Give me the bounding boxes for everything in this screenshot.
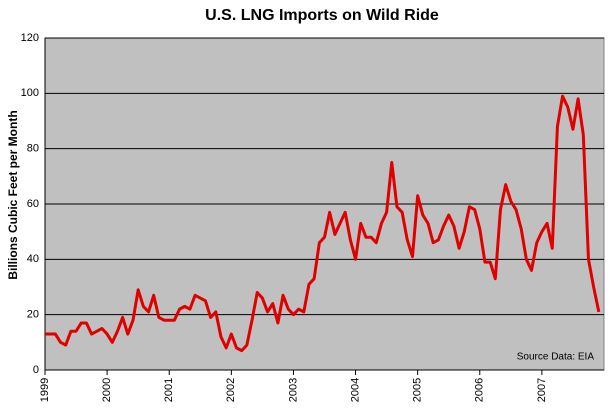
y-axis-label: Billions Cubic Feet per Month	[6, 110, 20, 279]
x-tick-label: 2000	[101, 378, 113, 402]
y-tick-label: 80	[27, 143, 39, 155]
annotation: Source Data: EIA	[517, 352, 595, 363]
y-tick-label: 60	[27, 198, 39, 210]
y-tick-label: 120	[21, 32, 39, 44]
y-tick-label: 40	[27, 253, 39, 265]
x-tick-label: 2003	[287, 378, 299, 402]
data-line	[45, 94, 601, 353]
y-tick-label: 100	[21, 87, 39, 99]
x-tick-label: 2002	[225, 378, 237, 402]
y-tick-label: 0	[33, 364, 39, 376]
x-tick-label: 2007	[536, 378, 548, 402]
x-tick-label: 2004	[349, 378, 361, 402]
x-tick-label: 2005	[412, 378, 424, 402]
x-tick-label: 1999	[39, 378, 51, 402]
y-tick-label: 20	[27, 309, 39, 321]
x-tick-label: 2001	[163, 378, 175, 402]
x-tick-label: 2006	[474, 378, 486, 402]
chart-title: U.S. LNG Imports on Wild Ride	[205, 7, 439, 24]
